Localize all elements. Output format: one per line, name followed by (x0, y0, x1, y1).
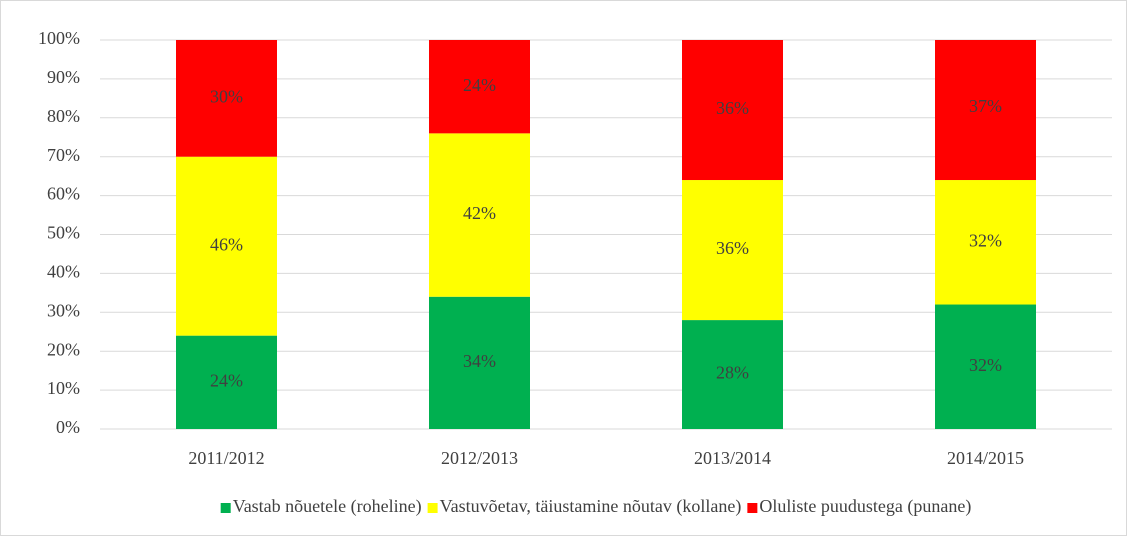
data-label: 32% (969, 230, 1002, 250)
legend-label: Oluliste puudustega (punane) (759, 496, 971, 517)
bars (176, 40, 1036, 429)
x-tick-label: 2013/2014 (694, 448, 771, 468)
legend-swatch (427, 503, 438, 513)
bar-segment (935, 40, 1036, 181)
bar-segment (935, 304, 1036, 429)
legend-label: Vastuvõetav, täiustamine nõutav (kollane… (440, 496, 742, 517)
bar-segment (429, 296, 530, 429)
y-tick-label: 10% (47, 378, 80, 398)
x-tick-label: 2012/2013 (441, 448, 518, 468)
data-label: 28% (716, 363, 749, 383)
y-tick-label: 100% (38, 28, 80, 48)
labels: 0% 10% 20% 30% 40% 50% 60% 70% 80% 90% 100% 2011/20… (38, 28, 1024, 468)
data-label: 42% (463, 203, 496, 223)
x-tick-label: 2011/2012 (188, 448, 264, 468)
data-label: 24% (210, 370, 243, 390)
data-label: 32% (969, 355, 1002, 375)
data-label: 36% (716, 238, 749, 258)
y-tick-label: 20% (47, 339, 80, 359)
bar-segment (176, 156, 277, 336)
bar-segment (176, 40, 277, 157)
y-tick-label: 90% (47, 67, 80, 87)
data-label: 34% (463, 351, 496, 371)
x-tick-label: 2014/2015 (947, 448, 1024, 468)
bar-segment (176, 335, 277, 429)
data-label: 30% (210, 86, 243, 106)
y-tick-label: 70% (47, 145, 80, 165)
y-tick-label: 30% (47, 300, 80, 320)
legend-swatch (747, 503, 758, 513)
legend: Vastab nõuetele (roheline) Vastuvõetav, t… (220, 496, 971, 517)
y-tick-label: 50% (47, 223, 80, 243)
bar-segment (935, 180, 1036, 305)
bar-segment (682, 40, 783, 181)
data-label: 24% (463, 75, 496, 95)
bar-segment (682, 180, 783, 321)
y-tick-label: 0% (56, 417, 80, 437)
data-label: 36% (716, 98, 749, 118)
legend-swatch (220, 503, 231, 513)
y-tick-label: 40% (47, 262, 80, 282)
data-label: 46% (210, 234, 243, 254)
legend-label: Vastab nõuetele (roheline) (233, 496, 422, 517)
bar-segment (682, 320, 783, 429)
y-tick-label: 80% (47, 106, 80, 126)
y-tick-label: 60% (47, 184, 80, 204)
bar-segment (429, 133, 530, 297)
data-label: 37% (969, 96, 1002, 116)
bar-segment (429, 40, 530, 134)
